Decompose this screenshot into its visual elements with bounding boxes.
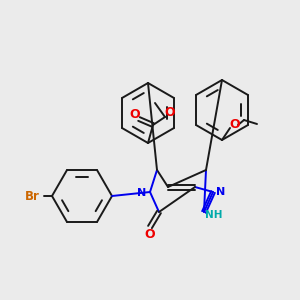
Text: N: N — [216, 187, 226, 197]
Text: Br: Br — [25, 190, 39, 202]
Text: O: O — [130, 107, 140, 121]
Text: O: O — [145, 227, 155, 241]
Text: O: O — [230, 118, 240, 130]
Text: O: O — [165, 106, 175, 119]
Text: N: N — [137, 188, 147, 198]
Text: NH: NH — [205, 210, 223, 220]
